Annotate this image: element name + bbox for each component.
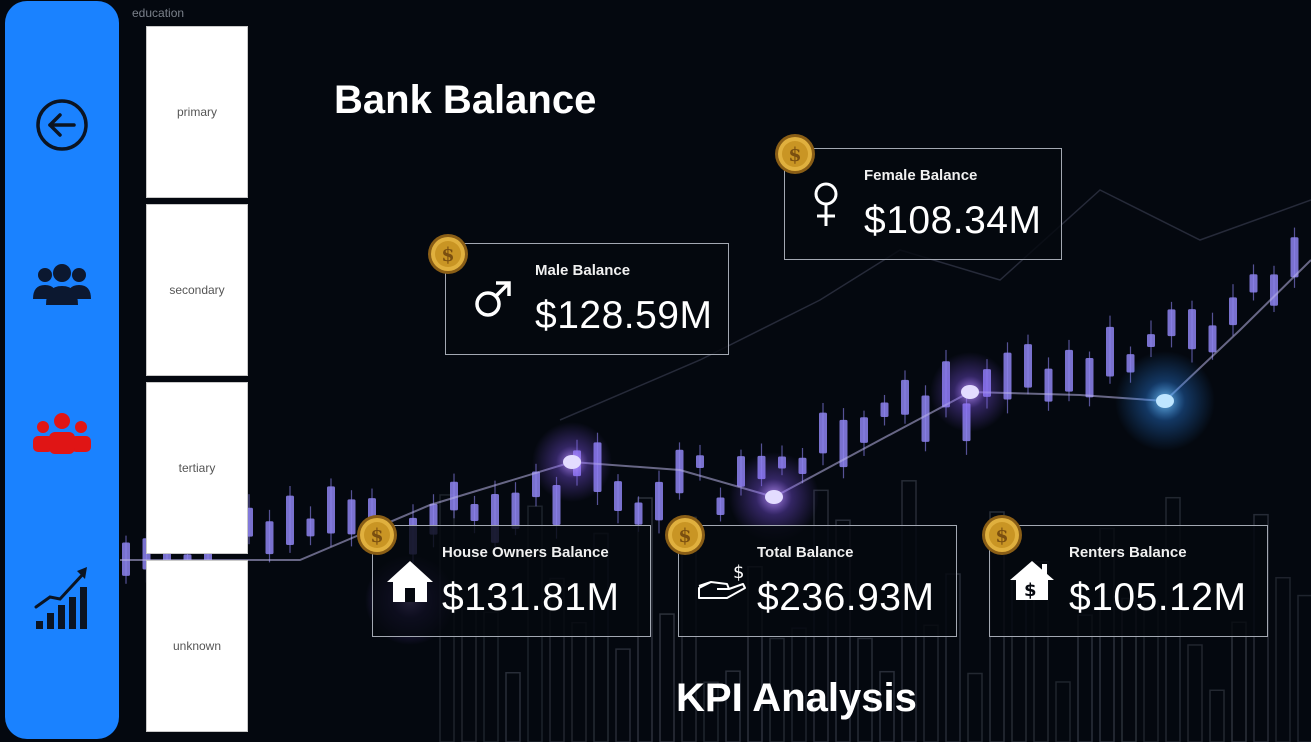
- male-balance-card: Male Balance $128.59M: [445, 243, 729, 355]
- background-candle: [921, 395, 930, 442]
- slicer-item-tertiary[interactable]: tertiary: [146, 382, 248, 554]
- male-balance-label: Male Balance: [535, 262, 631, 279]
- total-balance-value: $236.93M: [757, 576, 935, 619]
- background-volume-bar: [879, 670, 895, 742]
- background-candle: [696, 455, 704, 469]
- house-owners-balance-value: $131.81M: [442, 576, 620, 619]
- kpi-analysis-title: KPI Analysis: [676, 676, 917, 720]
- slicer-item-unknown[interactable]: unknown: [146, 560, 248, 732]
- background-candle: [839, 419, 848, 468]
- background-candle: [1188, 309, 1196, 350]
- background-candle: [675, 449, 684, 494]
- house-icon: [387, 561, 433, 602]
- renters-balance-label: Renters Balance: [1069, 544, 1187, 561]
- background-candle: [880, 402, 889, 418]
- background-candle: [1085, 357, 1094, 398]
- total-balance-label: Total Balance: [757, 544, 854, 561]
- background-candle: [1270, 274, 1278, 306]
- male-symbol-icon: [475, 281, 511, 317]
- side-nav: [5, 1, 119, 739]
- coin-icon: $: [982, 515, 1022, 555]
- background-candle: [614, 481, 622, 511]
- slicer-title: education: [132, 6, 185, 20]
- coin-icon: $: [428, 234, 468, 274]
- background-candle: [265, 521, 274, 555]
- female-symbol-icon: [814, 182, 838, 226]
- background-candle: [286, 495, 294, 546]
- background-candle: [716, 497, 725, 516]
- svg-text:$: $: [1024, 580, 1037, 601]
- background-candle: [1290, 237, 1299, 278]
- background-candle: [1229, 297, 1237, 326]
- back-button[interactable]: [27, 90, 97, 160]
- background-candle: [511, 492, 520, 529]
- customers-page-button[interactable]: [27, 249, 97, 319]
- background-candle: [306, 518, 315, 537]
- total-balance-card: $ Total Balance $236.93M: [678, 525, 957, 637]
- svg-text:$: $: [788, 144, 801, 166]
- background-volume-bar: [615, 648, 631, 742]
- hand-money-icon: $: [698, 562, 746, 599]
- background-candle: [450, 481, 458, 511]
- background-candle: [819, 412, 827, 454]
- svg-text:$: $: [441, 244, 454, 266]
- users-group-icon: [33, 264, 91, 305]
- house-owners-balance-card: House Owners Balance $131.81M: [372, 525, 651, 637]
- renters-balance-value: $105.12M: [1069, 576, 1247, 619]
- slicer-item-secondary[interactable]: secondary: [146, 204, 248, 376]
- background-candle: [347, 499, 356, 535]
- background-candle: [327, 486, 335, 534]
- background-volume-bar: [725, 670, 741, 742]
- balance-page-button[interactable]: [27, 399, 97, 469]
- kpi-page-button[interactable]: [27, 563, 97, 633]
- background-candle: [368, 498, 376, 519]
- background-volume-bar: [769, 637, 785, 742]
- background-candle: [1044, 368, 1053, 402]
- background-candle: [1106, 326, 1114, 377]
- background-candle: [1024, 344, 1032, 388]
- background-candle: [634, 502, 643, 525]
- house-owners-balance-label: House Owners Balance: [442, 544, 609, 561]
- coin-icon: $: [665, 515, 705, 555]
- coin-icon: $: [357, 515, 397, 555]
- background-candle: [901, 379, 909, 415]
- background-candle: [1147, 334, 1155, 347]
- back-arrow-icon: [36, 99, 88, 151]
- svg-text:$: $: [733, 562, 744, 583]
- users-group-red-icon: [33, 413, 91, 454]
- background-candle: [1208, 325, 1217, 353]
- background-candle: [1249, 274, 1258, 293]
- growth-chart-icon: [34, 567, 87, 629]
- background-volume-bar: [659, 613, 675, 742]
- female-balance-value: $108.34M: [864, 199, 1042, 242]
- svg-text:$: $: [370, 525, 383, 547]
- background-candle: [470, 504, 479, 522]
- house-dollar-icon: $: [1010, 561, 1054, 601]
- background-candle: [655, 481, 663, 521]
- background-volume-bar: [1209, 689, 1225, 742]
- female-balance-label: Female Balance: [864, 167, 978, 184]
- background-candle: [1167, 309, 1176, 337]
- coin-icon: $: [775, 134, 815, 174]
- svg-text:$: $: [995, 525, 1008, 547]
- page-title: Bank Balance: [334, 78, 597, 122]
- background-candle: [1065, 349, 1073, 392]
- svg-text:$: $: [678, 525, 691, 547]
- background-candle: [860, 417, 868, 443]
- slicer-item-primary[interactable]: primary: [146, 26, 248, 198]
- renters-balance-card: $ Renters Balance $105.12M: [989, 525, 1268, 637]
- background-volume-bar: [1187, 644, 1203, 742]
- background-volume-bar: [1275, 576, 1291, 742]
- female-balance-card: Female Balance $108.34M: [784, 148, 1062, 260]
- male-balance-value: $128.59M: [535, 294, 713, 337]
